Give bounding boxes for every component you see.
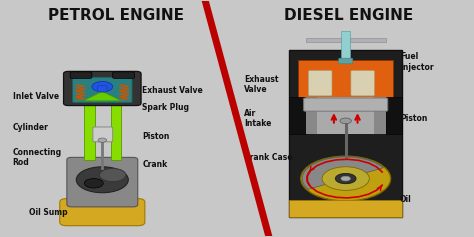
Text: PETROL ENGINE: PETROL ENGINE: [48, 8, 184, 23]
Text: Piston: Piston: [400, 114, 428, 123]
Text: Exhaust Valve: Exhaust Valve: [143, 86, 203, 95]
Text: Crank: Crank: [143, 160, 168, 169]
Text: DIESEL ENGINE: DIESEL ENGINE: [284, 8, 413, 23]
FancyBboxPatch shape: [93, 127, 113, 142]
Bar: [341, 31, 350, 59]
Text: Exhaust
Valve: Exhaust Valve: [244, 75, 279, 94]
FancyBboxPatch shape: [289, 50, 402, 218]
Circle shape: [92, 82, 113, 92]
Text: Spark Plug: Spark Plug: [143, 103, 190, 112]
FancyBboxPatch shape: [113, 72, 135, 78]
FancyBboxPatch shape: [351, 70, 374, 96]
FancyBboxPatch shape: [73, 77, 132, 103]
Bar: [306, 97, 386, 134]
Bar: [111, 101, 121, 160]
Bar: [84, 101, 95, 160]
Text: Connecting
Rod: Connecting Rod: [12, 148, 62, 167]
Bar: [318, 97, 374, 134]
Bar: [386, 97, 402, 134]
Text: Crank Case: Crank Case: [244, 153, 292, 162]
Bar: [289, 97, 306, 134]
Text: Piston: Piston: [143, 132, 170, 141]
Text: Fuel
Injector: Fuel Injector: [400, 52, 434, 72]
Circle shape: [76, 167, 128, 193]
FancyBboxPatch shape: [67, 157, 138, 207]
FancyBboxPatch shape: [309, 70, 332, 96]
Polygon shape: [83, 91, 121, 101]
Text: Inlet Valve: Inlet Valve: [12, 92, 59, 101]
Circle shape: [98, 138, 107, 142]
Circle shape: [84, 179, 103, 188]
Circle shape: [340, 118, 351, 124]
Circle shape: [100, 169, 126, 182]
Text: Oil: Oil: [400, 195, 412, 204]
Circle shape: [301, 156, 391, 201]
Bar: [289, 200, 402, 218]
Text: Air
Intake: Air Intake: [244, 109, 272, 128]
FancyBboxPatch shape: [338, 58, 353, 64]
FancyBboxPatch shape: [60, 199, 145, 226]
Bar: [306, 38, 341, 42]
FancyBboxPatch shape: [98, 86, 107, 92]
Bar: [350, 38, 386, 42]
Wedge shape: [302, 157, 383, 189]
Circle shape: [322, 167, 369, 190]
Text: Oil Sump: Oil Sump: [29, 208, 68, 217]
FancyBboxPatch shape: [64, 71, 141, 105]
Circle shape: [341, 176, 350, 181]
Text: Cylinder: Cylinder: [12, 123, 48, 132]
Bar: [299, 59, 393, 97]
Circle shape: [335, 173, 356, 184]
FancyBboxPatch shape: [70, 72, 92, 78]
FancyBboxPatch shape: [304, 98, 388, 111]
